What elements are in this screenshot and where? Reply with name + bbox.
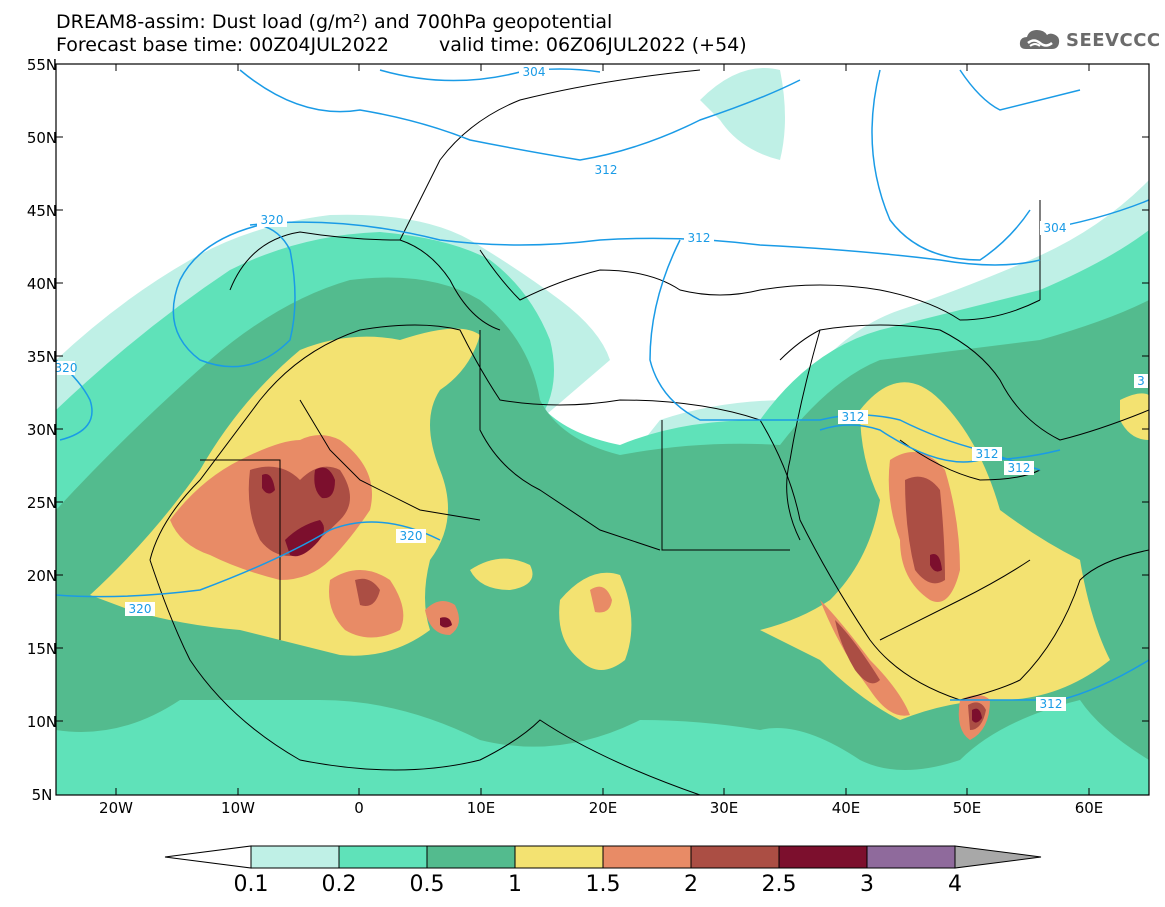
- lat-label: 50N: [27, 129, 57, 147]
- contour-label: 304: [523, 65, 546, 79]
- contour-label: 320: [261, 213, 284, 227]
- contour-label: 320: [55, 361, 78, 375]
- valid-time: valid time: 06Z06JUL2022 (+54): [438, 34, 747, 56]
- contour-label-group: 304 312 320 312 320 320 304 312 312 312 …: [55, 65, 1148, 711]
- lat-label: 15N: [27, 640, 57, 658]
- lat-label: 25N: [27, 494, 57, 512]
- title-text: DREAM8-assim: Dust load (g/m²) and 700hP…: [56, 11, 613, 33]
- lat-label: 40N: [27, 275, 57, 293]
- contour-label: 312: [1008, 461, 1031, 475]
- lat-label: 35N: [27, 348, 57, 366]
- geopotential-contours: [56, 68, 1149, 701]
- contour-label: 3: [1137, 374, 1145, 388]
- longitude-axis: 20W 10W 0 10E 20E 30E 40E 50E 60E: [99, 64, 1103, 817]
- lat-label: 20N: [27, 567, 57, 585]
- seevccc-logo: SEEVCCC: [1018, 26, 1161, 54]
- lon-label: 50E: [953, 799, 982, 817]
- base-time: Forecast base time: 00Z04JUL2022: [56, 34, 389, 56]
- contour-label: 320: [129, 602, 152, 616]
- lon-label: 40E: [832, 799, 861, 817]
- dust-field: [56, 68, 1149, 795]
- map-subtitle: Forecast base time: 00Z04JUL2022 valid ti…: [56, 35, 747, 55]
- lon-label: 0: [354, 799, 364, 817]
- contour-label: 312: [1040, 697, 1063, 711]
- lon-label: 10W: [221, 799, 255, 817]
- contour-label: 312: [688, 231, 711, 245]
- lat-label: 5N: [32, 786, 53, 804]
- lat-label: 10N: [27, 713, 57, 731]
- map-title: DREAM8-assim: Dust load (g/m²) and 700hP…: [56, 12, 612, 32]
- coastlines: [149, 69, 1149, 795]
- cloud-icon: [1019, 30, 1060, 49]
- contour-label: 320: [400, 529, 423, 543]
- logo-text: SEEVCCC: [1066, 29, 1161, 51]
- lon-label: 60E: [1075, 799, 1104, 817]
- contour-label: 312: [595, 163, 618, 177]
- contour-label: 312: [842, 410, 865, 424]
- contour-label: 304: [1044, 221, 1067, 235]
- lat-label: 55N: [27, 56, 57, 74]
- latitude-axis: 55N 50N 45N 40N 35N 30N 25N 20N 15N 10N …: [27, 56, 1149, 804]
- lat-label: 30N: [27, 421, 57, 439]
- lat-label: 45N: [27, 202, 57, 220]
- lon-label: 20E: [589, 799, 618, 817]
- lon-label: 10E: [467, 799, 496, 817]
- lon-label: 30E: [710, 799, 739, 817]
- lon-label: 20W: [99, 799, 133, 817]
- contour-label: 312: [976, 447, 999, 461]
